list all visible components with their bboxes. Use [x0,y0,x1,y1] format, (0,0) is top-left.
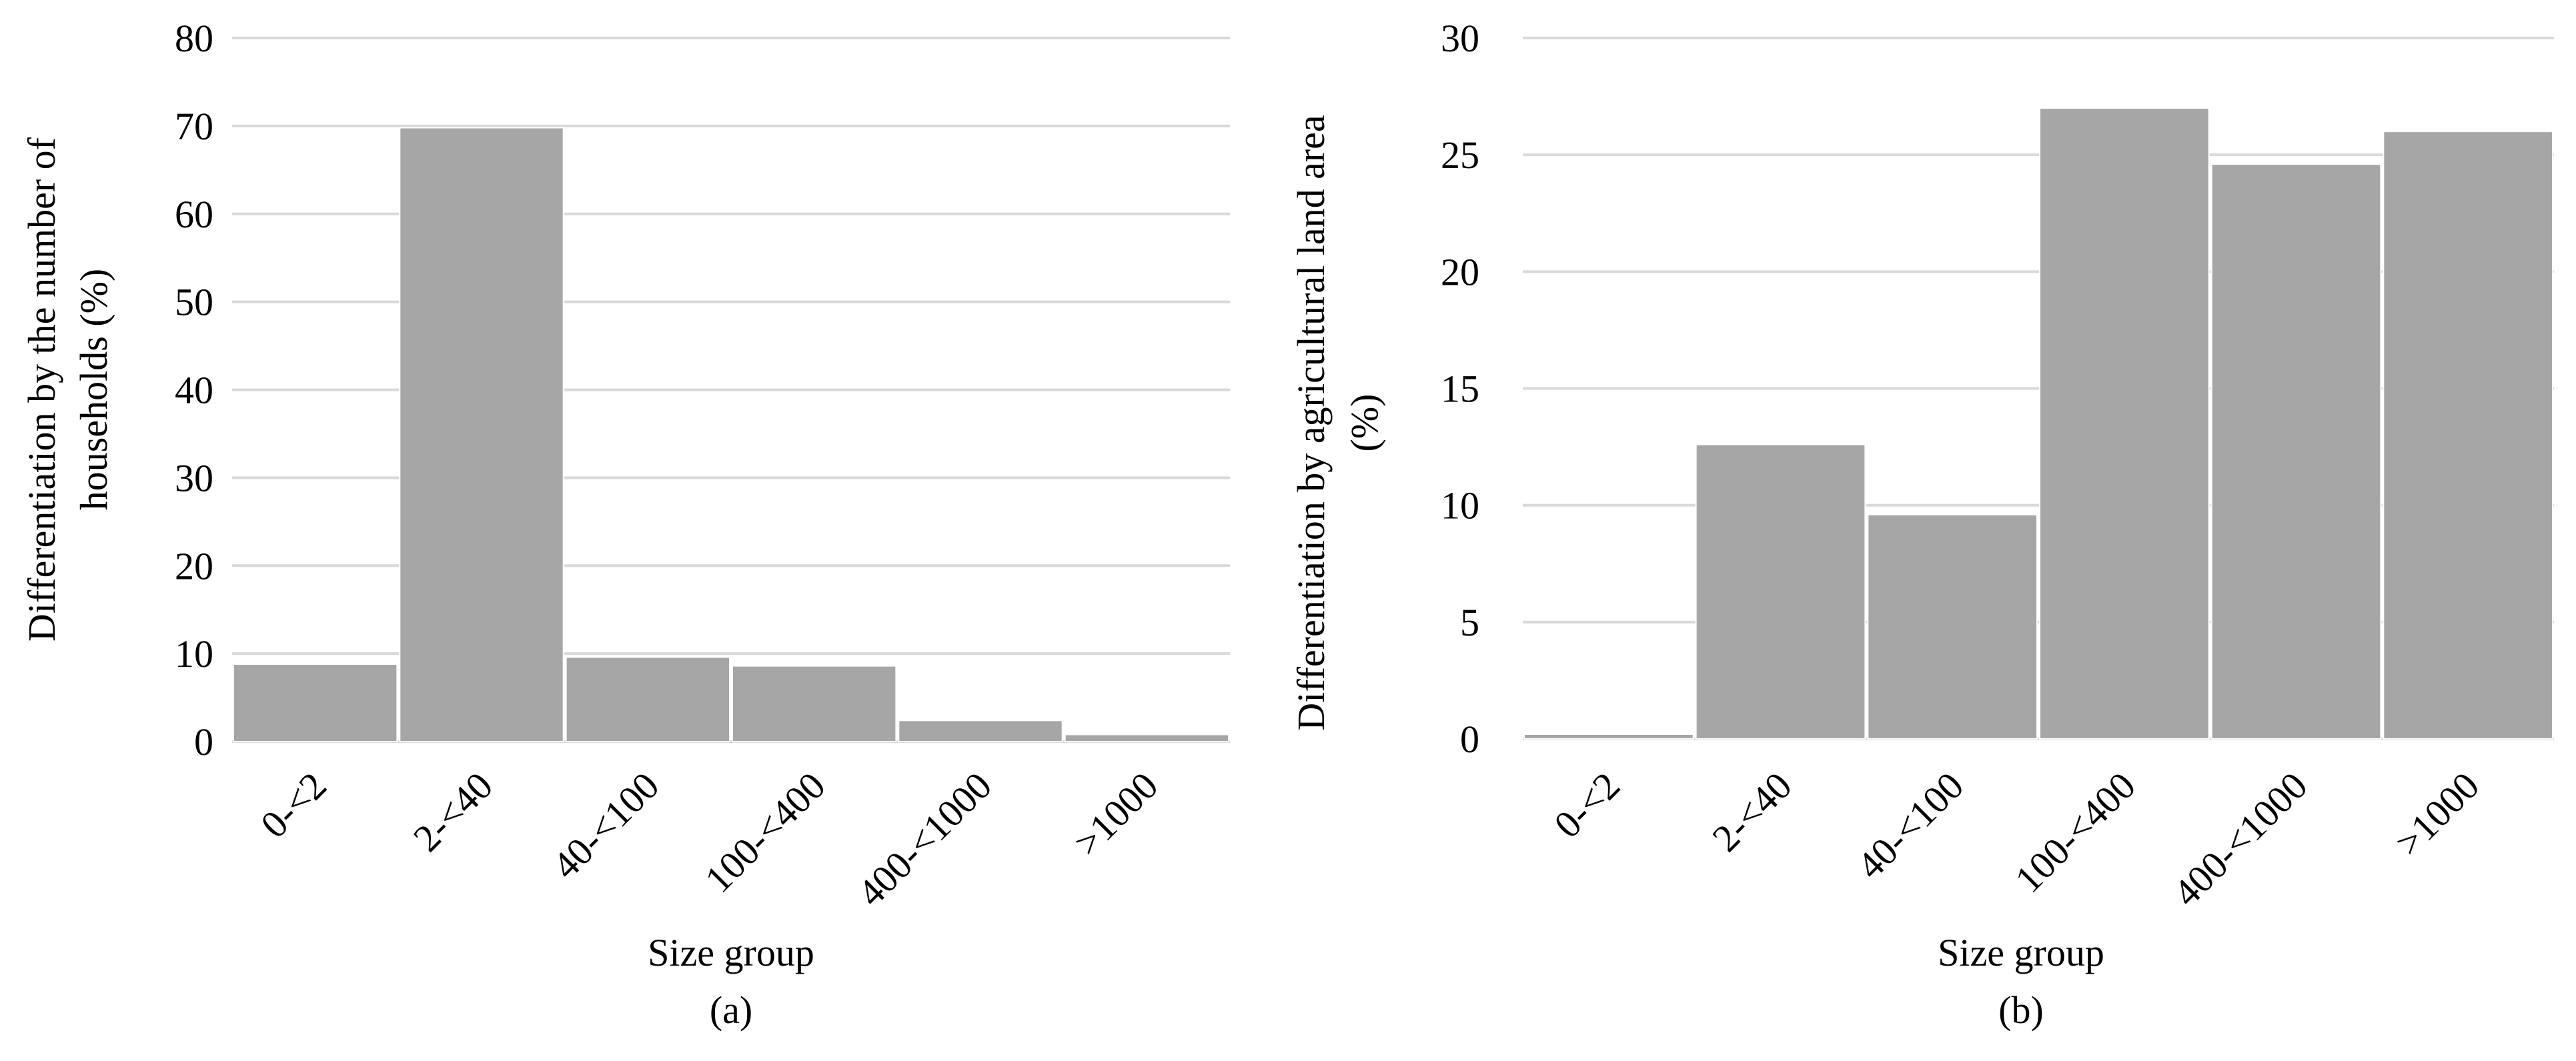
chart-panel-b: 0 5 10 15 20 25 30 0-<2 2-<40 40-<100 100-<400 400-… [1289,17,2554,1032]
x-tick-label: 0-<2 [1545,764,1628,846]
y-tick-label: 0 [1460,718,1479,761]
x-tick-label: 100-<400 [2006,764,2144,901]
y-tick-label: 25 [1441,133,1479,177]
x-tick-label: 2-<40 [1704,764,1800,860]
x-tick-label: >1000 [1065,764,1166,864]
panel-label: (a) [710,988,752,1032]
y-tick-label: 10 [175,632,213,676]
bar [2039,107,2210,740]
bar [1867,513,2038,740]
y-axis-title: (%) [1343,394,1386,452]
y-tick-label: 70 [175,105,213,148]
y-tick-label: 60 [175,193,213,236]
x-tick-label: 0-<2 [252,764,335,846]
y-tick-label: 20 [1441,250,1479,293]
bar [565,656,731,743]
bar [898,720,1063,742]
x-tick-label: 400-<1000 [849,764,1000,914]
y-axis-title: Differentiation by agricultural land are… [1289,115,1333,730]
y-tick-label: 30 [1441,17,1479,60]
bar [732,665,897,743]
y-tick-label: 50 [175,281,213,324]
chart-panel-a: 0 10 20 30 40 50 60 70 80 0-<2 2-<40 40-<100 100-<40… [20,17,1230,1032]
bar [1064,734,1229,742]
bar [1523,733,1694,740]
panel-label: (b) [1998,988,2044,1032]
bar [233,663,398,743]
y-tick-label: 80 [175,17,213,60]
bar [2210,163,2382,740]
y-tick-label: 5 [1460,601,1479,644]
y-tick-label: 40 [175,369,213,412]
bar [399,127,564,742]
x-tick-label: 100-<400 [696,764,834,901]
x-tick-label: 40-<100 [1848,764,1972,887]
bar [1695,443,1866,740]
bar [2383,131,2553,740]
y-tick-label: 20 [175,544,213,588]
y-tick-label: 15 [1441,367,1479,411]
y-axis-title: Differentiation by the number of [20,137,63,642]
x-tick-label: 400-<1000 [2164,764,2315,914]
y-tick-label: 30 [175,456,213,499]
x-tick-label: >1000 [2387,764,2487,864]
x-tick-label: 2-<40 [405,764,501,860]
x-axis-title: Size group [648,931,814,974]
x-axis-title: Size group [1938,931,2104,974]
y-tick-label: 10 [1441,484,1479,527]
x-tick-label: 40-<100 [544,764,667,887]
y-tick-label: 0 [194,720,213,764]
y-axis-title: households (%) [72,269,115,510]
